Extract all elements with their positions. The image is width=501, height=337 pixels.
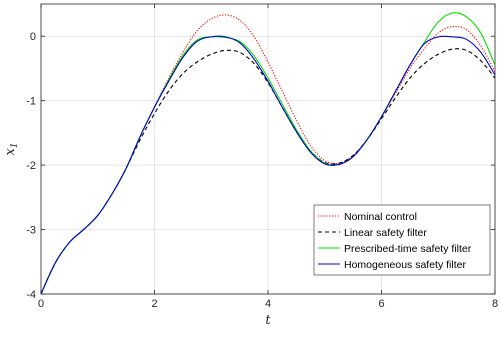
x-axis-label: t: [265, 313, 271, 328]
y-axis-label-main: x: [3, 148, 18, 156]
legend-label-1: Linear safety filter: [344, 227, 427, 239]
legend-label-2: Prescribed-time safety filter: [344, 243, 472, 255]
y-axis-label: x1: [3, 142, 20, 155]
y-tick-label-2: -2: [26, 160, 36, 172]
series-line-homogeneous-safety-filter: [40, 35, 496, 295]
y-tick-label-0: 0: [30, 31, 36, 43]
legend-label-0: Nominal control: [344, 211, 417, 223]
x-tick-label-3: 6: [378, 298, 384, 310]
ticks: 0 2 4 6 8 0 -1 -2 -3 -4: [26, 4, 498, 310]
legend-box: [313, 204, 491, 276]
x-tick-label-0: 0: [38, 298, 44, 310]
legend-label-3: Homogeneous safety filter: [344, 259, 466, 271]
series-line-linear-safety-filter: [40, 48, 496, 295]
y-axis-label-subscript: 1: [10, 142, 20, 148]
x-tick-label-4: 8: [492, 298, 498, 310]
y-tick-label-3: -3: [26, 225, 36, 237]
legend: Nominal control Linear safety filter Presc…: [313, 204, 491, 276]
y-tick-label-1: -1: [26, 96, 36, 108]
y-tick-label-4: -4: [26, 289, 36, 301]
series-layer: [40, 12, 496, 295]
svg-text:x1: x1: [3, 142, 20, 155]
x-tick-label-2: 4: [265, 298, 271, 310]
x-tick-label-1: 2: [151, 298, 157, 310]
